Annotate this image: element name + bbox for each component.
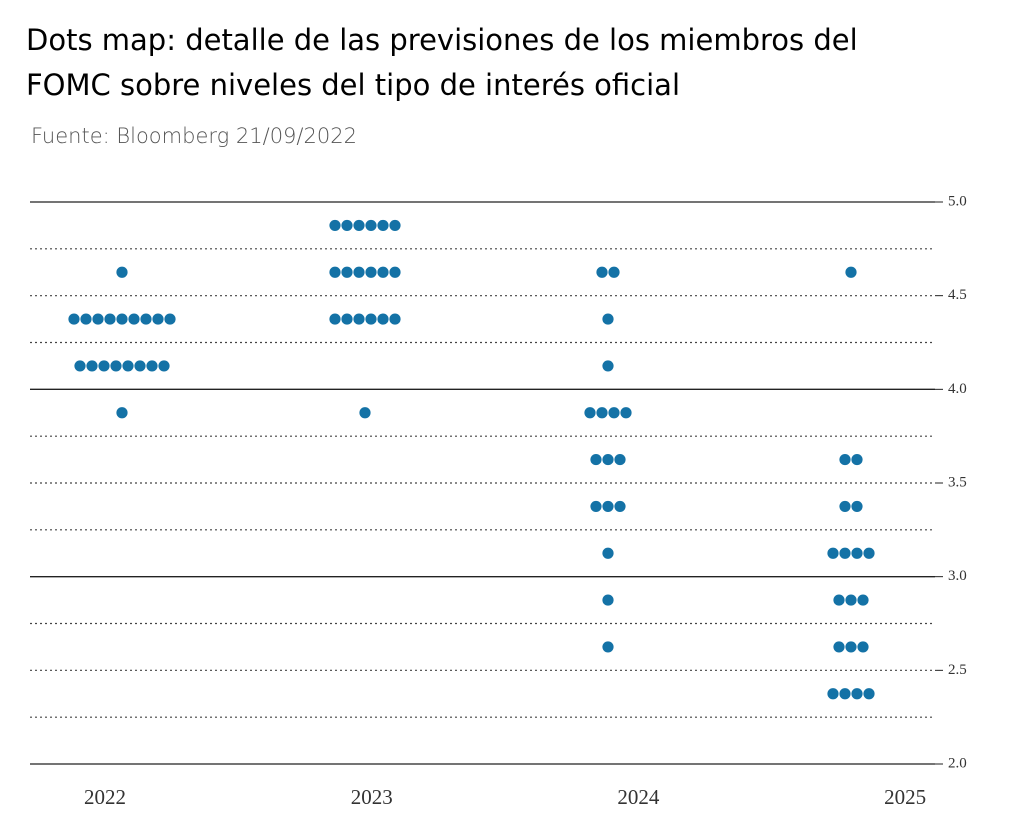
dot [116,313,128,325]
dot [104,313,116,325]
dot [602,594,614,606]
dot [851,500,863,513]
dot [365,219,377,232]
dot [602,500,614,513]
x-tick-label: 2025 [884,785,926,809]
dot [341,313,353,325]
dot [329,313,341,325]
dot [359,407,371,419]
dot [845,594,857,606]
chart-title: Dots map: detalle de las previsiones de … [26,23,858,57]
dot [122,360,134,372]
dot [365,266,377,278]
dot [377,313,389,325]
dot [857,594,869,606]
dot [863,688,875,700]
x-tick-label: 2024 [617,785,660,809]
dot [80,313,92,325]
dot [596,407,608,419]
dot [596,266,608,278]
y-tick-label: 2.5 [948,662,967,678]
dot [590,500,602,513]
dot [602,313,614,325]
y-tick-label: 3.0 [948,568,967,584]
dot [839,453,851,466]
dot [341,266,353,278]
dot [857,641,869,653]
dot [833,594,845,606]
dot [620,407,632,419]
dot [152,313,164,325]
dot [116,266,128,278]
dot [602,453,614,466]
y-tick-label: 4.5 [948,287,967,303]
dot [377,266,389,278]
dot [851,547,863,559]
dot [341,219,353,232]
dot [602,360,614,372]
dot [353,219,365,232]
dot [110,360,122,372]
dot [128,313,140,325]
dot [353,266,365,278]
dot [827,547,839,559]
dot [116,407,128,419]
dot [146,360,158,372]
dot [353,313,365,325]
dot [92,313,104,325]
dot [602,641,614,653]
dot [614,500,626,513]
dot [839,500,851,513]
dot [839,688,851,700]
dot [614,453,626,466]
dot [164,313,176,325]
dot [68,313,80,325]
dot [608,266,620,278]
y-tick-label: 2.0 [948,755,967,771]
dot [389,219,401,232]
dot [839,547,851,559]
dot [134,360,146,372]
dot [590,453,602,466]
dot [377,219,389,232]
dot [74,360,86,372]
dot [140,313,152,325]
dot [158,360,170,372]
dot [833,641,845,653]
x-tick-label: 2022 [84,785,126,809]
dot [863,547,875,559]
dot [329,219,341,232]
dot [98,360,110,372]
y-tick-label: 3.5 [948,474,967,490]
dot [602,547,614,559]
y-tick-label: 5.0 [948,193,967,209]
y-tick-label: 4.0 [948,381,967,397]
dot [851,453,863,466]
dot [365,313,377,325]
dot [389,266,401,278]
dot [608,407,620,419]
dot [584,407,596,419]
chart-title: FOMC sobre niveles del tipo de interés o… [26,68,680,102]
dot [86,360,98,372]
chart-subtitle: Fuente: Bloomberg 21/09/2022 [31,124,357,148]
dot [845,266,857,278]
dot [851,688,863,700]
dot [389,313,401,325]
dot [827,688,839,700]
x-tick-label: 2023 [351,785,393,809]
dot [845,641,857,653]
dot [329,266,341,278]
